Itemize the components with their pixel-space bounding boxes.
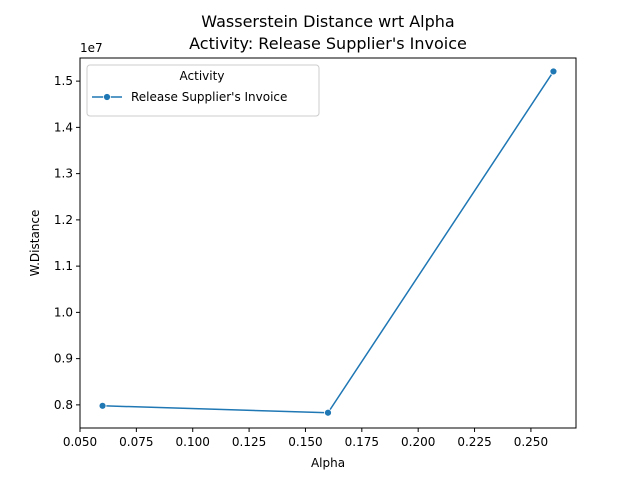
plot-area bbox=[79, 57, 577, 429]
x-axis: 0.050 0.075 0.100 0.125 0.150 0.175 0.200 0.225… bbox=[63, 428, 548, 449]
y-tick-label: 1.5 bbox=[54, 74, 73, 88]
data-point bbox=[549, 67, 558, 76]
y-tick-label: 1.1 bbox=[54, 259, 73, 273]
y-offset-label: 1e7 bbox=[80, 41, 103, 55]
x-tick-label: 0.200 bbox=[401, 435, 435, 449]
x-tick-label: 0.125 bbox=[232, 435, 266, 449]
x-tick-label: 0.075 bbox=[119, 435, 153, 449]
x-axis-label: Alpha bbox=[311, 456, 345, 470]
legend-title: Activity bbox=[180, 69, 225, 83]
chart-title-line1: Wasserstein Distance wrt Alpha bbox=[201, 12, 454, 31]
y-tick-label: 0.8 bbox=[54, 398, 73, 412]
y-tick-label: 1.2 bbox=[54, 213, 73, 227]
x-tick-label: 0.100 bbox=[176, 435, 210, 449]
y-tick-label: 1.4 bbox=[54, 120, 73, 134]
chart-title-line2: Activity: Release Supplier's Invoice bbox=[189, 34, 467, 53]
x-tick-label: 0.050 bbox=[63, 435, 97, 449]
series-line bbox=[102, 70, 555, 414]
y-axis-label: W.Distance bbox=[28, 210, 42, 277]
x-tick-label: 0.225 bbox=[457, 435, 491, 449]
legend: Activity Release Supplier's Invoice bbox=[86, 64, 320, 117]
legend-marker bbox=[103, 93, 111, 101]
y-axis: 0.8 0.9 1.0 1.1 1.2 1.3 1.4 1.5 bbox=[54, 74, 80, 412]
legend-box bbox=[86, 64, 320, 117]
data-point bbox=[324, 408, 332, 417]
y-tick-label: 1.0 bbox=[54, 305, 73, 319]
series-layer bbox=[98, 67, 558, 417]
x-tick-label: 0.250 bbox=[514, 435, 548, 449]
x-tick-label: 0.175 bbox=[345, 435, 379, 449]
y-tick-label: 0.9 bbox=[54, 352, 73, 366]
x-tick-label: 0.150 bbox=[288, 435, 322, 449]
legend-series-label: Release Supplier's Invoice bbox=[131, 90, 287, 104]
data-point bbox=[98, 401, 107, 410]
y-tick-label: 1.3 bbox=[54, 167, 73, 181]
